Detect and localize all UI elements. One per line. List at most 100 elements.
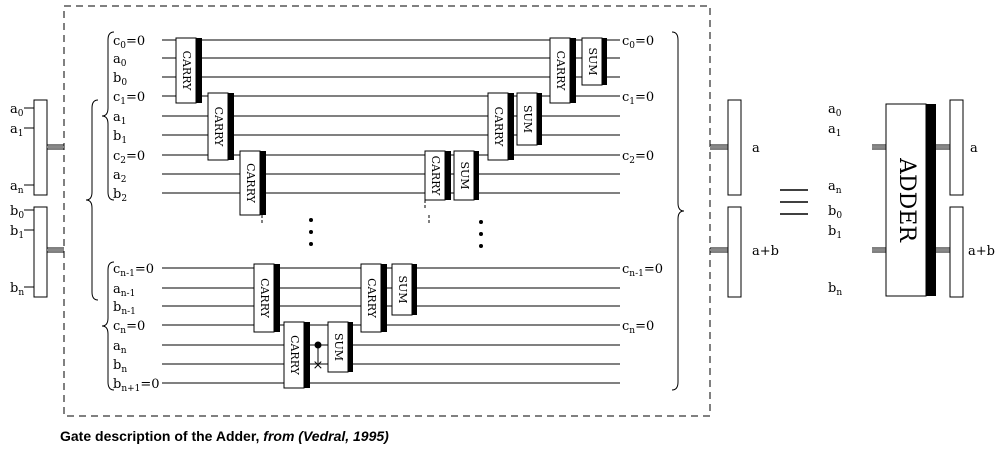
- carry-gate-n-1-inv: CARRY: [360, 263, 387, 333]
- wire-label-10: an-1: [113, 282, 135, 299]
- carry-gate-0-inv-bar: [570, 38, 576, 103]
- dashed-enclosure: [63, 5, 711, 417]
- carry-gate-2-bar: [260, 151, 266, 215]
- wire-label-2: b0: [113, 71, 127, 88]
- wire-label-5: b1: [113, 129, 127, 146]
- carry-gate-2-label: CARRY: [244, 163, 257, 204]
- wire-label-3: c1=0: [113, 90, 145, 107]
- sum-gate-2: SUM: [453, 150, 479, 201]
- carry-gate-0-label: CARRY: [180, 51, 193, 92]
- adder-input-a0: a0: [828, 102, 842, 119]
- left-register-a: [33, 99, 48, 196]
- carry-gate-2-inv-bar: [445, 151, 451, 200]
- carry-gate-2-inv-label: CARRY: [429, 156, 442, 197]
- sum-gate-2-label: SUM: [458, 161, 471, 189]
- sum-gate-1: SUM: [516, 92, 542, 146]
- wire-label-8: b2: [113, 187, 127, 204]
- wire-label-15: bn+1=0: [113, 377, 160, 394]
- sum-gate-n-1-label: SUM: [396, 275, 409, 303]
- carry-gate-1-bar: [228, 93, 234, 160]
- carry-gate-n-1-inv-label: CARRY: [365, 278, 378, 319]
- adder-block-label: ADDER: [894, 157, 919, 243]
- wire-label-12: cn=0: [113, 319, 145, 336]
- carry-gate-2: CARRY: [239, 150, 266, 216]
- adder-input-a1: a1: [828, 122, 842, 139]
- left-input-an: an: [10, 179, 24, 196]
- ellipsis-dot-5: [479, 244, 483, 248]
- adder-input-b0: b0: [828, 204, 842, 221]
- left-input-a0: a0: [10, 102, 24, 119]
- sum-gate-0: SUM: [581, 37, 607, 86]
- left-input-b1: b1: [10, 224, 24, 241]
- carry-gate-n-1-label: CARRY: [258, 278, 271, 319]
- adder-circuit-diagram: CARRY CARRY CARRY CARRY SUM CARRY SUM CARRY SUM C…: [10, 5, 995, 417]
- ellipsis-dot-2: [309, 242, 313, 246]
- right-wire-label-4: cn=0: [622, 319, 654, 336]
- wire-label-1: a0: [113, 52, 127, 69]
- right-wire-label-3: cn-1=0: [622, 262, 663, 279]
- sum-gate-n-bar: [348, 322, 353, 372]
- carry-gate-n-1-inv-bar: [381, 264, 387, 332]
- caption-source: from (Vedral, 1995): [263, 428, 389, 444]
- figure-caption: Gate description of the Adder, from (Ved…: [60, 428, 389, 444]
- left-register-b: [33, 206, 48, 298]
- wire-label-13: an: [113, 339, 127, 356]
- carry-gate-1-inv-bar: [508, 93, 514, 160]
- wire-label-14: bn: [113, 358, 127, 375]
- right-register-a: [727, 99, 742, 196]
- ellipsis-dot-3: [479, 220, 483, 224]
- carry-gate-1: CARRY: [207, 92, 234, 161]
- carry-gate-0-inv: CARRY: [549, 37, 576, 104]
- output-ab-label: a+b: [752, 244, 779, 259]
- carry-gate-1-inv: CARRY: [487, 92, 514, 161]
- ellipsis-dot-4: [479, 232, 483, 236]
- right-wire-label-2: c2=0: [622, 149, 654, 166]
- wire-label-11: bn-1: [113, 300, 136, 317]
- carry-gate-n-bar: [304, 322, 310, 388]
- caption-prefix: Gate description of the Adder,: [60, 428, 264, 444]
- adder-block-bar: [926, 104, 936, 296]
- gates-layer: CARRY CARRY CARRY CARRY SUM CARRY SUM CARRY SUM C…: [175, 37, 607, 389]
- static-layer: [24, 5, 964, 417]
- left-input-bn: bn: [10, 281, 24, 298]
- left-outer-brace: [85, 99, 99, 301]
- adder-input-an: an: [828, 179, 842, 196]
- sum-gate-0-label: SUM: [586, 47, 599, 75]
- carry-gate-2-inv: CARRY: [424, 150, 451, 201]
- carry-gate-n: CARRY: [283, 321, 310, 389]
- right-wire-label-1: c1=0: [622, 90, 654, 107]
- output-a-label: a: [752, 141, 760, 156]
- carry-gate-0-inv-label: CARRY: [554, 51, 567, 92]
- carry-gate-n-1-bar: [274, 264, 280, 332]
- right-outer-brace: [671, 31, 685, 391]
- sum-gate-1-label: SUM: [521, 105, 534, 133]
- carry-gate-1-label: CARRY: [212, 107, 225, 148]
- right-wire-label-0: c0=0: [622, 34, 654, 51]
- adder-output-a-label: a: [970, 141, 978, 156]
- wire-label-0: c0=0: [113, 34, 145, 51]
- adder-output-register-b: [949, 206, 964, 298]
- carry-gate-0: CARRY: [175, 37, 202, 104]
- sum-gate-n-1: SUM: [391, 263, 417, 316]
- sum-gate-n-1-bar: [412, 264, 417, 315]
- wire-label-6: c2=0: [113, 149, 145, 166]
- wires-layer: [162, 39, 620, 384]
- ellipsis-dot-1: [309, 230, 313, 234]
- carry-gate-1-inv-label: CARRY: [492, 107, 505, 148]
- adder-input-bn: bn: [828, 281, 842, 298]
- ellipsis-dot-0: [309, 218, 313, 222]
- cnot-target-x: ×: [313, 358, 324, 373]
- wire-label-4: a1: [113, 110, 127, 127]
- sum-gate-0-bar: [602, 38, 607, 85]
- wire-label-9: cn-1=0: [113, 262, 154, 279]
- carry-gate-n-label: CARRY: [288, 335, 301, 376]
- sum-gate-n: SUM: [327, 321, 353, 373]
- sum-gate-n-label: SUM: [332, 333, 345, 361]
- left-input-a1: a1: [10, 122, 24, 139]
- wire-group-brace-bottom: [101, 261, 115, 391]
- wire-group-brace-top: [101, 31, 115, 201]
- adder-block: [885, 103, 927, 297]
- carry-gate-0-bar: [196, 38, 202, 103]
- right-register-b: [727, 206, 742, 298]
- left-input-b0: b0: [10, 204, 24, 221]
